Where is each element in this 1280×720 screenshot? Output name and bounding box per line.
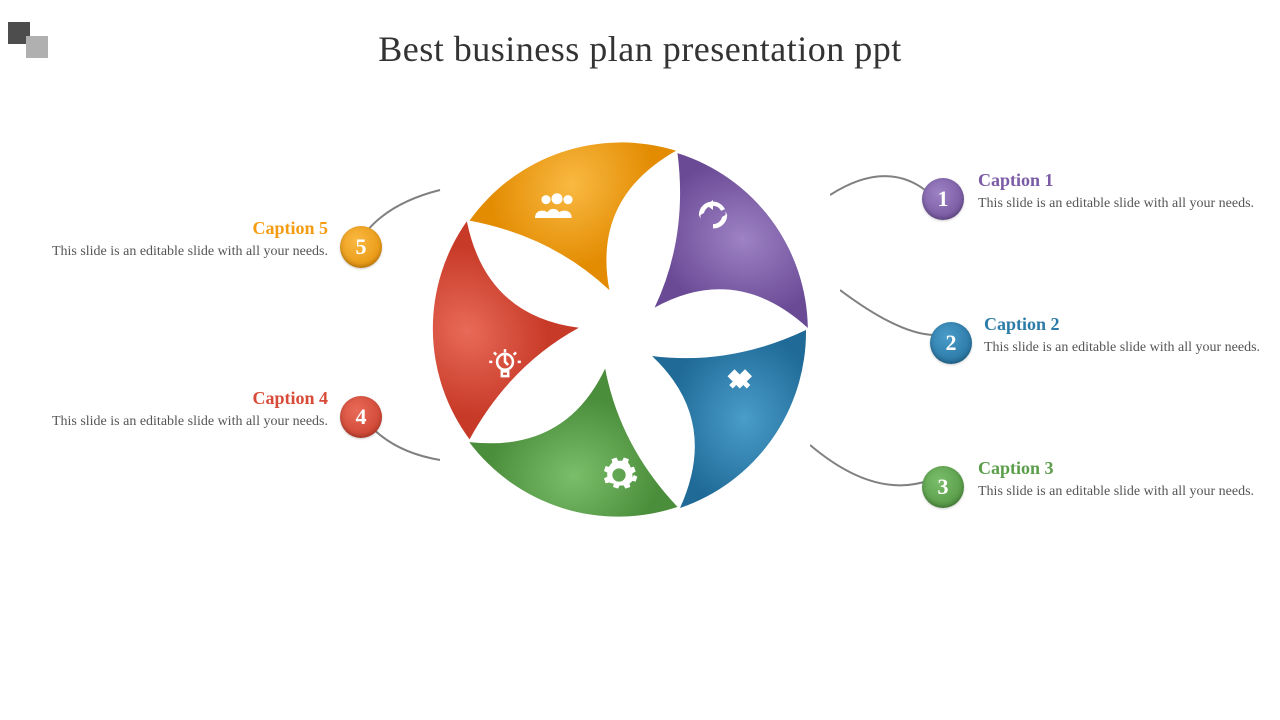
- callout-2: Caption 2 This slide is an editable slid…: [984, 314, 1280, 358]
- people-icon: [534, 184, 580, 230]
- gear-icon: [596, 452, 642, 498]
- segment-1: [630, 153, 830, 354]
- caption-4-title: Caption 4: [28, 388, 328, 409]
- callout-1: Caption 1 This slide is an editable slid…: [978, 170, 1278, 214]
- cycle-icon: [690, 192, 736, 238]
- handshake-icon: [722, 355, 768, 401]
- caption-1-desc: This slide is an editable slide with all…: [978, 195, 1278, 214]
- badge-1: 1: [922, 178, 964, 220]
- badge-5: 5: [340, 226, 382, 268]
- slide: Best business plan presentation ppt: [0, 0, 1280, 720]
- badge-2: 2: [930, 322, 972, 364]
- caption-1-title: Caption 1: [978, 170, 1278, 191]
- callout-5: Caption 5 This slide is an editable slid…: [28, 218, 328, 262]
- caption-3-desc: This slide is an editable slide with all…: [978, 483, 1278, 502]
- caption-4-desc: This slide is an editable slide with all…: [28, 413, 328, 432]
- badge-4: 4: [340, 396, 382, 438]
- segment-5: [470, 120, 699, 311]
- caption-5-title: Caption 5: [28, 218, 328, 239]
- badge-3: 3: [922, 466, 964, 508]
- pinwheel-diagram: [410, 120, 830, 540]
- bulb-icon: [482, 342, 528, 388]
- caption-2-desc: This slide is an editable slide with all…: [984, 339, 1280, 358]
- slide-title: Best business plan presentation ppt: [0, 28, 1280, 70]
- caption-2-title: Caption 2: [984, 314, 1280, 335]
- callout-4: Caption 4 This slide is an editable slid…: [28, 388, 328, 432]
- callout-3: Caption 3 This slide is an editable slid…: [978, 458, 1278, 502]
- caption-5-desc: This slide is an editable slide with all…: [28, 243, 328, 262]
- caption-3-title: Caption 3: [978, 458, 1278, 479]
